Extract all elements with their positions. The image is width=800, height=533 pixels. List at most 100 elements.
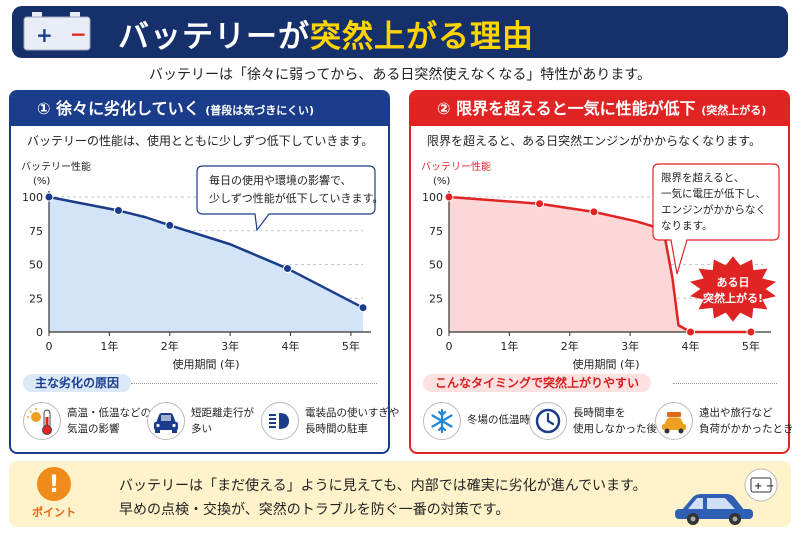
left-data-point [113, 206, 123, 215]
burst-line2: 突然上がる! [703, 291, 763, 305]
right-area-fill [449, 197, 751, 332]
title-highlight: 突然上がる理由 [310, 19, 534, 55]
right-callout-line1: 限界を超えると、 [661, 171, 744, 184]
thermometer-icon [23, 402, 61, 440]
point-line-1: バッテリーは「まだ使える」ように見えても、内部では確実に劣化が進んでいます。 [119, 478, 647, 494]
left-data-point [358, 303, 368, 313]
right-y-tick-label: 100 [422, 191, 443, 204]
left-y-tick-label: 50 [29, 259, 43, 272]
car-battery-illustration: + − [675, 468, 778, 525]
right-x-tick-label: 0 [446, 340, 453, 353]
timing-heavy-load-line1: 遠出や旅行など [699, 407, 773, 419]
battery-icon: + − [23, 12, 91, 51]
car-icon [675, 494, 753, 525]
timing-winter-text: 冬場の低温時 [467, 412, 530, 428]
car-front-icon [147, 402, 185, 440]
header-banner: + − バッテリーが突然上がる理由 [12, 6, 788, 58]
headlight-icon [261, 402, 299, 440]
left-y-axis-unit: (%) [33, 176, 50, 187]
left-x-tick-label: 3年 [221, 339, 239, 353]
left-x-tick-label: 2年 [161, 339, 179, 353]
clock-icon [529, 402, 567, 440]
timing-parked-long-line1: 長時間車を [573, 407, 626, 419]
left-area-fill [49, 197, 363, 332]
cause-short-trips: 短距離走行が 多い [147, 402, 257, 442]
left-data-point [165, 220, 175, 230]
left-callout-bubble [196, 165, 376, 232]
right-y-tick-label: 75 [429, 225, 443, 238]
page-subtitle: バッテリーは「徐々に弱ってから、ある日突然使えなくなる」特性があります。 [149, 67, 651, 83]
right-data-point [686, 327, 696, 337]
right-data-point [589, 207, 599, 217]
timing-winter: 冬場の低温時 [423, 402, 533, 442]
right-data-point [746, 327, 756, 337]
right-y-tick-label: 0 [436, 326, 443, 339]
svg-text:+ −: + − [754, 481, 774, 492]
gradual-decline-heading: ① 徐々に劣化していく (普段は気づきにくい) [11, 92, 388, 126]
timing-parked-long-text: 長時間車を使用しなかった後 [573, 405, 657, 437]
left-description: バッテリーの性能は、使用とともに少しずつ低下していきます。 [27, 134, 374, 148]
cause-temperature-line2: 気温の影響 [67, 423, 120, 435]
left-callout-line1: 毎日の使用や環境の影響で、 [209, 173, 352, 187]
snowflake-icon [423, 402, 461, 440]
right-y-tick-label: 50 [429, 259, 443, 272]
right-x-tick-label: 5年 [742, 339, 760, 353]
point-box: ! ポイント バッテリーは「まだ使える」ように見えても、内部では確実に劣化が進ん… [9, 461, 791, 527]
cause-electrical-load-text: 電装品の使いすぎや 長時間の駐車 [305, 405, 400, 437]
left-y-axis-label: バッテリー性能 [21, 160, 91, 173]
sudden-failure-panel: ② 限界を超えると一気に性能が低下 (突然上がる) 限界を超えると、ある日突然エ… [409, 90, 794, 454]
gradual-decline-panel: ① 徐々に劣化していく (普段は気づきにくい) バッテリーの性能は、使用とともに… [9, 90, 400, 454]
point-label: ポイント [32, 506, 76, 519]
left-y-tick-label: 0 [36, 326, 43, 339]
right-heading-note: (突然上がる) [701, 104, 767, 117]
left-data-point [283, 264, 293, 274]
left-callout-line2: 少しずつ性能が低下していきます。 [209, 191, 383, 205]
cause-electrical-load-line2: 長時間の駐車 [305, 423, 368, 435]
cause-short-trips-line1: 短距離走行が [191, 407, 254, 419]
point-line-2: 早めの点検・交換が、突然のトラブルを防ぐ一番の対策です。 [119, 502, 510, 518]
cause-temperature-line1: 高温・低温などの [67, 407, 151, 419]
right-x-tick-label: 2年 [561, 339, 579, 353]
left-y-tick-label: 25 [29, 292, 43, 305]
timing-parked-long: 長時間車を使用しなかった後 [529, 402, 657, 442]
cause-short-trips-line2: 多い [191, 423, 212, 435]
right-y-axis-unit: (%) [433, 176, 450, 187]
right-data-point [444, 192, 454, 202]
left-x-axis-label: 使用期間 (年) [172, 357, 239, 371]
left-x-tick-label: 0 [46, 340, 53, 353]
right-x-tick-label: 1年 [500, 339, 518, 353]
right-callout-bubble [652, 163, 780, 275]
exclamation-icon: ! [37, 467, 71, 501]
small-battery-icon [750, 477, 772, 493]
timing-heavy-load-text: 遠出や旅行など負荷がかかったとき [699, 405, 794, 437]
left-y-tick-label: 75 [29, 225, 43, 238]
svg-text:−: − [70, 22, 87, 46]
title-main: バッテリーが [118, 19, 310, 55]
right-causes-title: こんなタイミングで突然上がりやすい [423, 374, 652, 392]
right-callout-line3: エンジンがかからなく [661, 203, 766, 216]
left-x-tick-label: 5年 [342, 339, 360, 353]
cause-temperature-text: 高温・低温などの 気温の影響 [67, 405, 151, 437]
page-title: バッテリーが突然上がる理由 [118, 11, 534, 56]
timing-parked-long-line2: 使用しなかった後 [573, 423, 657, 435]
timing-winter-line1: 冬場の低温時 [467, 414, 530, 426]
left-x-tick-label: 4年 [282, 339, 300, 353]
right-description: 限界を超えると、ある日突然エンジンがかからなくなります。 [427, 134, 761, 148]
right-heading-text: ② 限界を超えると一気に性能が低下 [437, 99, 696, 118]
left-heading-text: ① 徐々に劣化していく [37, 99, 200, 118]
right-x-tick-label: 3年 [621, 339, 639, 353]
svg-text:+: + [36, 23, 53, 47]
left-heading-note: (普段は気づきにくい) [205, 104, 315, 117]
sudden-failure-heading: ② 限界を超えると一気に性能が低下 (突然上がる) [411, 92, 788, 126]
right-callout-line2: 一気に電圧が低下し、 [661, 187, 766, 200]
cause-temperature: 高温・低温などの 気温の影響 [23, 402, 151, 442]
right-y-tick-label: 25 [429, 292, 443, 305]
cause-short-trips-text: 短距離走行が 多い [191, 405, 254, 437]
car-load-icon [655, 402, 693, 440]
timing-heavy-load-line2: 負荷がかかったとき [699, 423, 794, 435]
right-x-axis-label: 使用期間 (年) [572, 357, 639, 371]
left-causes-title: 主な劣化の原因 [23, 374, 132, 392]
timing-heavy-load: 遠出や旅行など負荷がかかったとき [655, 402, 794, 442]
